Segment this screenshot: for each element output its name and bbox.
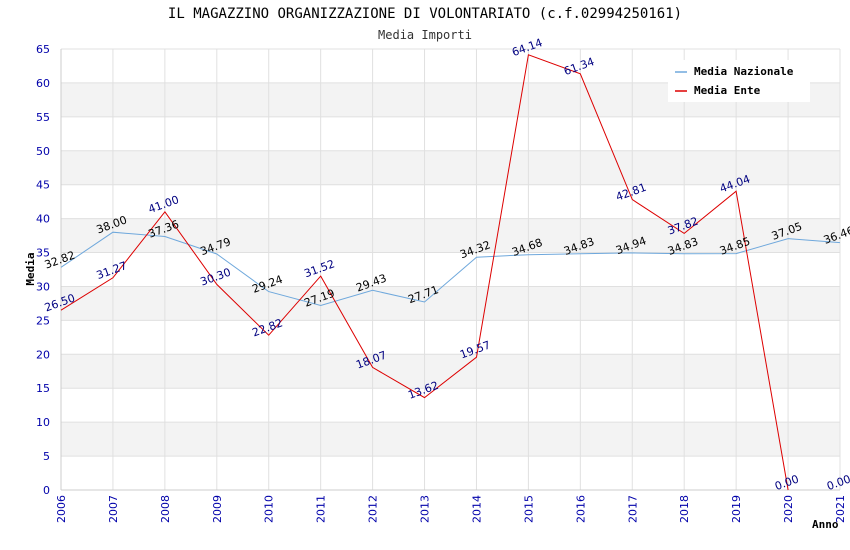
y-tick-label: 45: [36, 179, 50, 192]
x-tick-label: 2017: [626, 495, 639, 523]
x-tick-label: 2008: [159, 495, 172, 523]
data-label-media-ente: 0.00: [825, 472, 850, 493]
grid-bands: [61, 82, 840, 457]
grid-band: [61, 286, 840, 321]
grid-band: [61, 422, 840, 457]
legend-label-media-nazionale: Media Nazionale: [694, 65, 794, 78]
x-tick-label: 2006: [55, 495, 68, 523]
data-label-media-ente: 61.34: [562, 55, 596, 78]
x-tick-label: 2011: [315, 495, 328, 523]
grid-lines: [60, 48, 841, 491]
data-label-media-ente: 30.30: [199, 266, 233, 289]
y-tick-label: 50: [36, 145, 50, 158]
y-tick-label: 35: [36, 247, 50, 260]
x-tick-label: 2009: [211, 495, 224, 523]
chart-subtitle: Media Importi: [378, 28, 472, 42]
series-line-media-nazionale: [60, 231, 841, 307]
grid-band: [61, 354, 840, 389]
y-tick-label: 65: [36, 43, 50, 56]
grid-band: [61, 218, 840, 253]
x-tick-label: 2020: [782, 495, 795, 523]
y-tick-label: 20: [36, 348, 50, 361]
x-tick-label: 2010: [263, 495, 276, 523]
y-axis-ticks: 0 5 10 15 20 25 30 35 40 45 50 55 60 65: [36, 43, 50, 497]
data-label-media-ente: 64.14: [510, 36, 544, 59]
y-tick-label: 15: [36, 382, 50, 395]
x-tick-label: 2014: [470, 495, 483, 523]
y-tick-label: 25: [36, 314, 50, 327]
y-tick-label: 0: [43, 484, 50, 497]
y-tick-label: 5: [43, 450, 50, 463]
x-axis-label: Anno: [812, 518, 839, 531]
x-tick-label: 2013: [419, 495, 432, 523]
chart-title: IL MAGAZZINO ORGANIZZAZIONE DI VOLONTARI…: [168, 6, 682, 22]
y-tick-label: 10: [36, 416, 50, 429]
x-tick-label: 2019: [730, 495, 743, 523]
y-tick-label: 40: [36, 213, 50, 226]
x-axis-ticks: 2006 2007 2008 2009 2010 2011 2012 2013 2014 2015…: [55, 495, 847, 523]
x-tick-label: 2012: [367, 495, 380, 523]
y-tick-label: 30: [36, 280, 50, 293]
x-tick-label: 2007: [107, 495, 120, 523]
legend: Media Nazionale Media Ente: [668, 60, 810, 102]
x-tick-label: 2016: [574, 495, 587, 523]
x-tick-label: 2015: [522, 495, 535, 523]
legend-box: [668, 60, 810, 102]
x-tick-label: 2018: [678, 495, 691, 523]
y-tick-label: 60: [36, 77, 50, 90]
legend-label-media-ente: Media Ente: [694, 84, 761, 97]
x-tick-label: 2021: [834, 495, 847, 523]
grid-band: [61, 150, 840, 185]
y-tick-label: 55: [36, 111, 50, 124]
series-lines: [60, 54, 841, 491]
series-line-media-ente: [60, 54, 789, 491]
y-axis-label: Media: [24, 252, 37, 285]
